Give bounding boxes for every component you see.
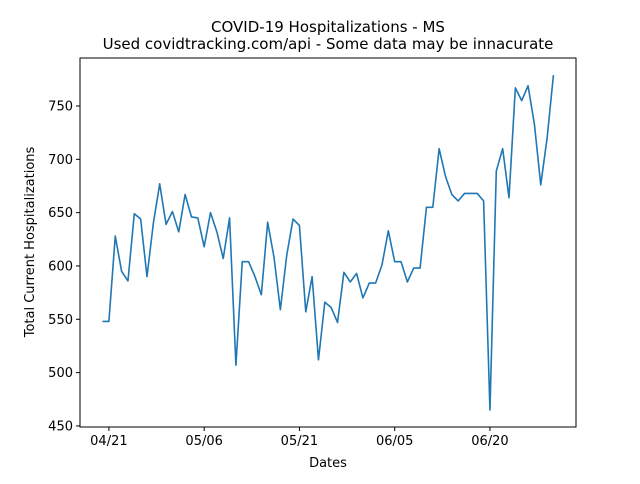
y-tick-label: 600 <box>48 259 73 274</box>
chart-title: COVID-19 Hospitalizations - MS <box>211 18 445 36</box>
plot-frame <box>79 57 577 428</box>
y-tick-label: 650 <box>48 206 73 221</box>
x-tick-label: 06/05 <box>376 434 413 449</box>
x-tick-label: 05/21 <box>281 434 318 449</box>
y-tick-label: 700 <box>48 153 73 168</box>
y-tick-label: 750 <box>48 99 73 114</box>
x-tick-label: 04/21 <box>90 434 127 449</box>
data-line <box>102 74 555 411</box>
y-axis-label: Total Current Hospitalizations <box>23 146 38 338</box>
x-tick-label: 05/06 <box>185 434 222 449</box>
y-tick-label: 550 <box>48 313 73 328</box>
x-axis-label: Dates <box>309 456 347 471</box>
y-tick-label: 450 <box>48 419 73 434</box>
chart-subtitle: Used covidtracking.com/api - Some data m… <box>103 35 554 53</box>
x-tick-label: 06/20 <box>471 434 508 449</box>
y-tick-label: 500 <box>48 366 73 381</box>
